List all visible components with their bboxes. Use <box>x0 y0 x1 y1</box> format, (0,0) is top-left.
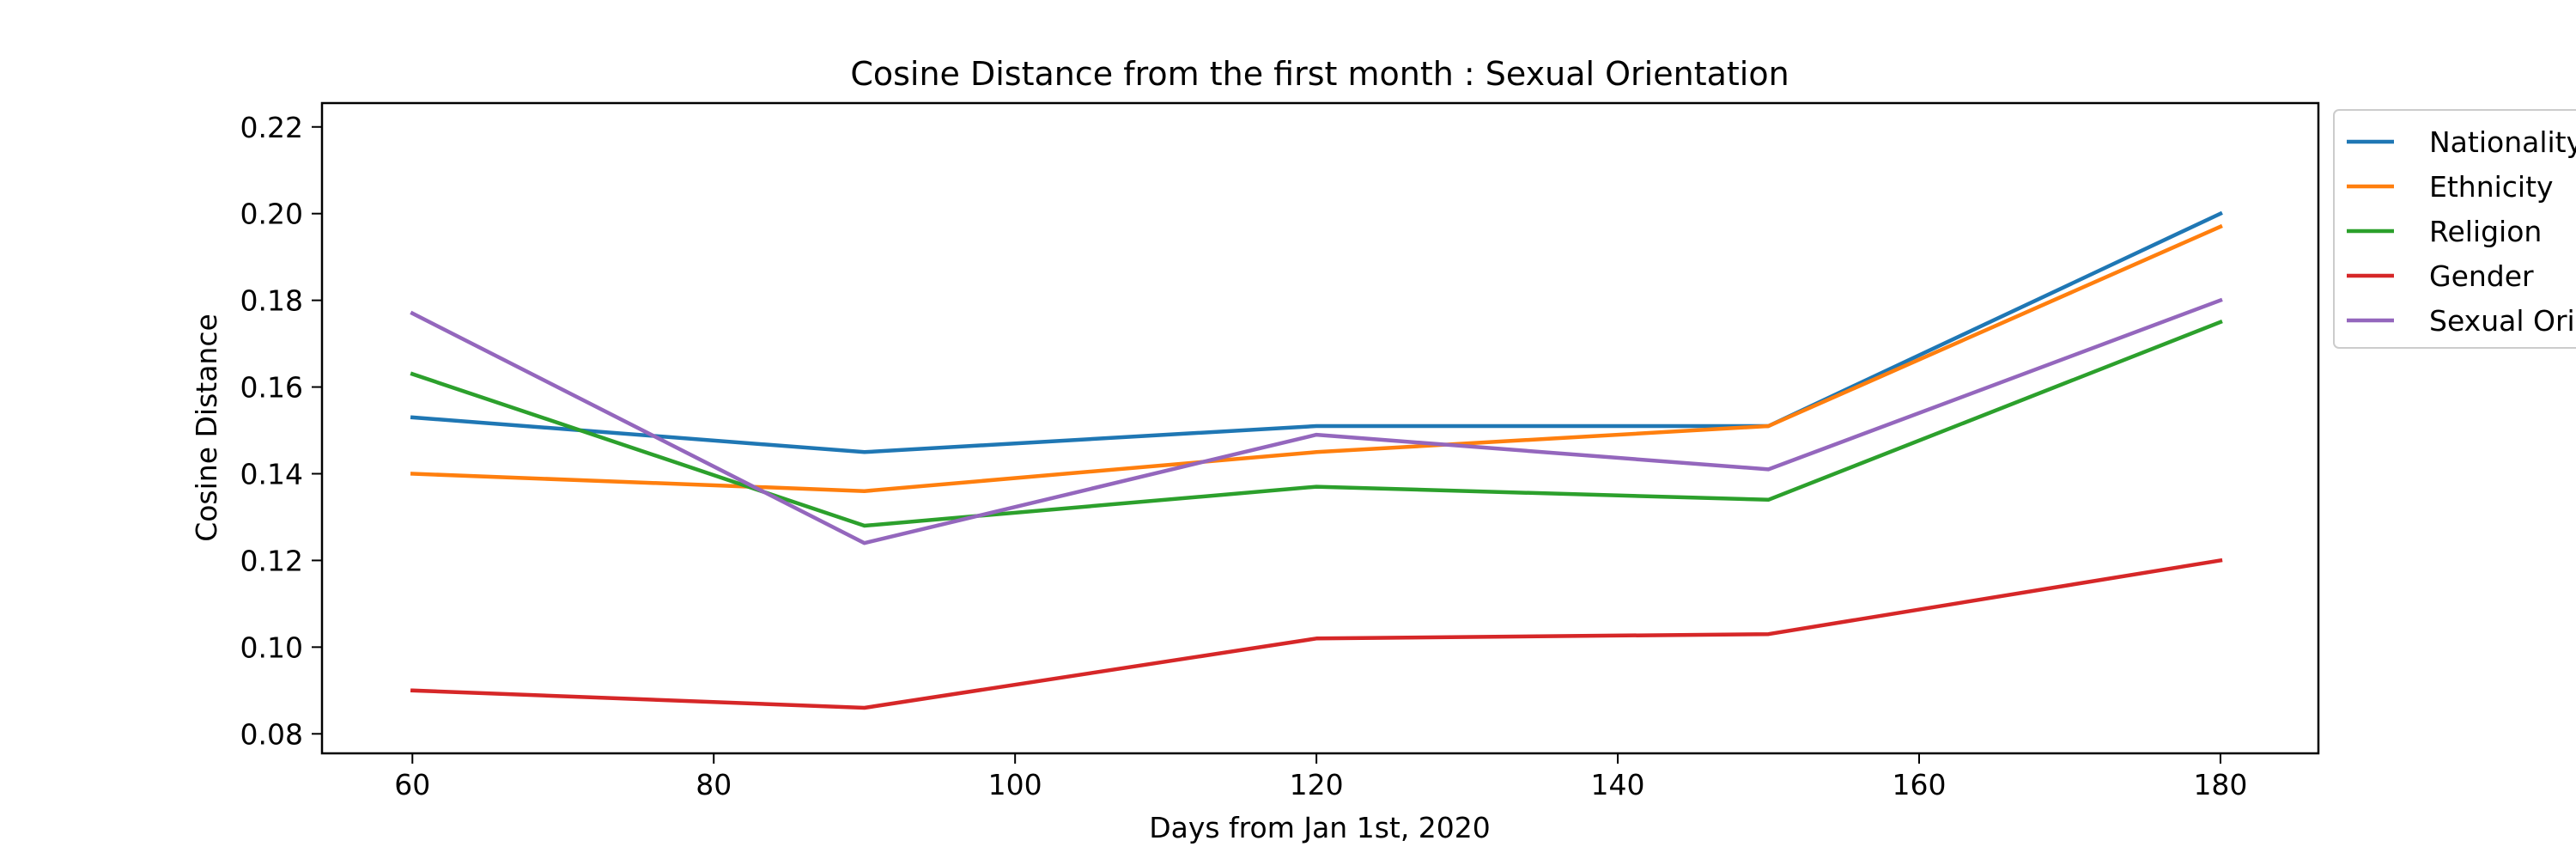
legend-label: Gender <box>2429 259 2534 293</box>
legend: Nationality Ethnicity Religion Gender Sexual… <box>2333 109 2576 349</box>
y-tick-label: 0.14 <box>240 457 303 490</box>
series-line-ethnicity <box>410 223 2223 493</box>
y-tick-label: 0.18 <box>240 284 303 318</box>
y-tick-label: 0.12 <box>240 544 303 577</box>
x-axis: 60 80 100 120 140 160 180 <box>394 753 2247 801</box>
x-tick-label: 140 <box>1591 768 1645 801</box>
y-tick-label: 0.22 <box>240 111 303 144</box>
x-tick-label: 180 <box>2193 768 2247 801</box>
x-tick-label: 80 <box>696 768 732 801</box>
x-tick-label: 60 <box>394 768 430 801</box>
series-line-religion <box>410 319 2223 528</box>
x-tick-label: 160 <box>1893 768 1947 801</box>
x-tick-label: 100 <box>988 768 1042 801</box>
y-tick-label: 0.10 <box>240 631 303 664</box>
chart-title: Cosine Distance from the first month : S… <box>850 55 1789 93</box>
legend-label: Sexual Orientation <box>2429 304 2576 338</box>
series-line-sexual-orientation <box>410 297 2223 545</box>
series-lines <box>410 210 2223 710</box>
y-tick-label: 0.08 <box>240 717 303 751</box>
legend-label: Ethnicity <box>2429 170 2554 204</box>
y-tick-label: 0.20 <box>240 198 303 231</box>
legend-label: Religion <box>2429 215 2542 248</box>
legend-frame <box>2333 109 2576 349</box>
series-line-gender <box>410 557 2223 710</box>
y-tick-label: 0.16 <box>240 371 303 405</box>
x-tick-label: 120 <box>1290 768 1344 801</box>
y-axis: 0.08 0.10 0.12 0.14 0.16 0.18 0.20 0.22 <box>240 111 322 751</box>
series-line-nationality <box>410 210 2223 454</box>
legend-label: Nationality <box>2429 125 2576 159</box>
plot-frame <box>320 101 2320 755</box>
y-axis-label: Cosine Distance <box>190 314 223 542</box>
x-axis-label: Days from Jan 1st, 2020 <box>1149 811 1491 844</box>
plot-area: 60 80 100 120 140 160 180 0.08 0.10 0.12 0.14 0.16… <box>240 101 2320 801</box>
